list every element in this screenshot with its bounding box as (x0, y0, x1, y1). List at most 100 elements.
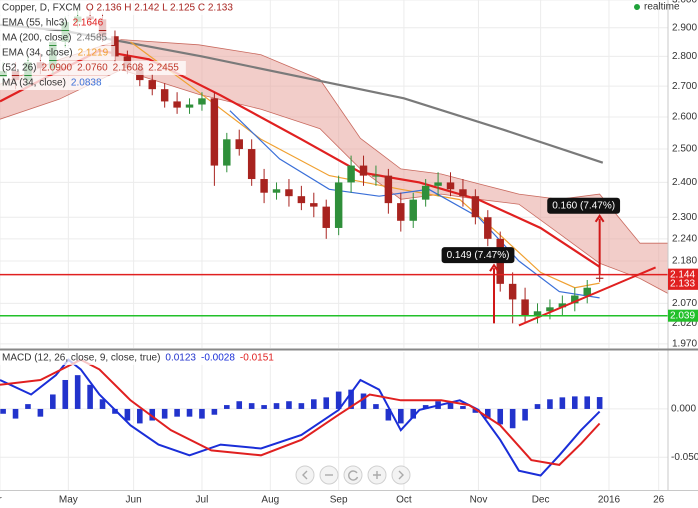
candle-body (359, 165, 368, 176)
macd-line (0, 358, 601, 477)
candle-body (484, 217, 492, 239)
y-tick-label: 2.400 (672, 177, 697, 188)
histogram-bar (199, 408, 205, 419)
histogram-bar (571, 396, 578, 409)
legend-readout: 2.1608 (113, 63, 144, 74)
y-tick-label: 2.070 (672, 298, 697, 309)
measure-arrow-head (489, 263, 499, 272)
candle-body (247, 149, 256, 180)
candle-body (285, 189, 293, 197)
y-tick-label: 2.600 (672, 112, 697, 123)
macd-line (0, 358, 601, 466)
candle-body (347, 165, 355, 183)
histogram-bar (211, 408, 218, 415)
y-tick-label: 2.700 (672, 81, 697, 92)
realtime-label: realtime (644, 2, 680, 13)
right-icon (398, 470, 404, 480)
y-tick-label: -0.050 (671, 452, 698, 463)
histogram-bar (112, 408, 118, 414)
candle-body (173, 101, 181, 108)
plus-icon (373, 471, 381, 479)
histogram-bar (37, 408, 44, 417)
histogram-bar (124, 408, 131, 421)
candle-body (471, 196, 480, 218)
left-icon (302, 470, 308, 480)
histogram-bar (186, 408, 193, 417)
scroll-left-button[interactable] (295, 465, 315, 485)
reset-icon (348, 470, 359, 481)
candle-body (533, 311, 542, 316)
histogram-bar (62, 379, 69, 409)
legend-name: EMA (34, close) (2, 48, 73, 59)
histogram-bar (311, 399, 317, 409)
histogram-bar (348, 389, 354, 409)
candle-body (384, 175, 393, 204)
candle-body (372, 175, 380, 177)
histogram-bar (0, 408, 6, 414)
legend-readout: 2.2455 (148, 63, 179, 74)
histogram-bar (12, 408, 19, 419)
candle-body (334, 182, 343, 228)
histogram-bar (596, 397, 603, 409)
histogram-bar (74, 375, 81, 409)
histogram-bar (174, 408, 180, 417)
legend-row-bg (0, 46, 116, 60)
histogram-bar (137, 408, 143, 424)
y-tick-label: 1.970 (672, 338, 697, 349)
histogram-bar (261, 405, 267, 409)
histogram-bar (50, 394, 56, 409)
legend-readout: 2.4585 (76, 33, 107, 44)
candle-body (160, 89, 169, 102)
legend-name: (52, 26) (2, 63, 36, 74)
candle-body (310, 203, 318, 207)
legend-readout: 2.0760 (77, 63, 108, 74)
histogram-bar (472, 408, 479, 413)
candle-body (223, 139, 231, 166)
realtime-dot (634, 4, 640, 10)
legend: Copper, D, FXCM O 2.136 H 2.142 L 2.125 C… (0, 1, 281, 365)
histogram-bar (509, 408, 516, 429)
candle-body (11, 71, 20, 81)
candle-body (508, 283, 517, 300)
candle-body (185, 104, 194, 108)
histogram-bar (534, 404, 541, 409)
price-label-box (668, 268, 698, 281)
histogram-bar (385, 408, 392, 421)
candle-body (272, 189, 281, 193)
legend-row-bg (0, 351, 281, 365)
y-tick-label: 3.000 (672, 0, 697, 6)
legend-readout: 2.0838 (71, 78, 102, 89)
legend-row-bg (0, 31, 115, 45)
legend-readout: -0.0028 (201, 353, 235, 364)
candle-body (198, 98, 206, 105)
candle-body (583, 287, 591, 296)
candle-body (210, 98, 219, 166)
measure-label: 0.160 (7.47%) (547, 197, 621, 214)
legend-name: MA (34, close) (2, 78, 66, 89)
histogram-bar (484, 408, 491, 419)
legend-row-bg (0, 76, 109, 90)
legend-readout: 2.1219 (78, 48, 109, 59)
y-tick-label: 2.900 (672, 22, 697, 33)
histogram-bar (559, 397, 566, 409)
x-tick-label: Jul (196, 495, 209, 506)
histogram-bar (161, 408, 168, 419)
candle-body (297, 196, 306, 204)
histogram-bar (224, 405, 230, 409)
candle-body (595, 277, 604, 279)
histogram-bar (584, 396, 591, 409)
x-tick-label: Oct (396, 495, 412, 506)
scroll-right-button[interactable] (391, 465, 411, 485)
histogram-bar (149, 408, 156, 421)
candle-body (459, 189, 467, 197)
candle-body (446, 182, 455, 190)
histogram-bar (248, 403, 255, 409)
y-tick-label: 2.180 (672, 256, 697, 267)
measure-label-box (547, 197, 621, 214)
histogram-bar (373, 404, 379, 409)
x-tick-label: 2016 (598, 495, 621, 506)
reset-button[interactable] (343, 465, 363, 485)
